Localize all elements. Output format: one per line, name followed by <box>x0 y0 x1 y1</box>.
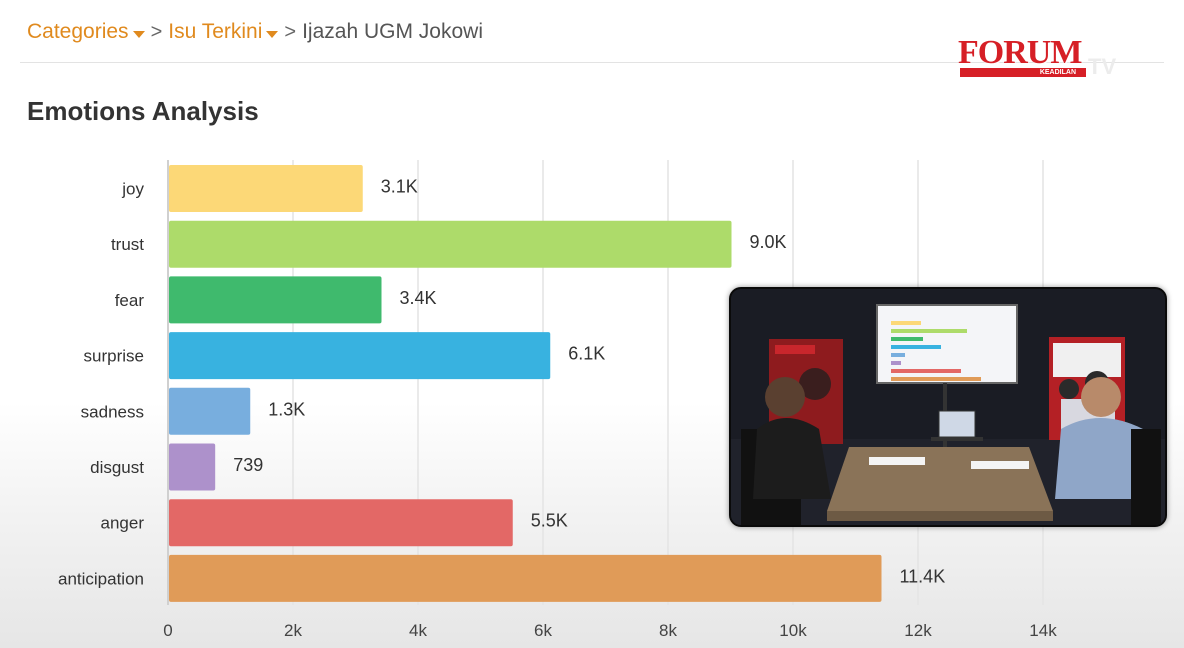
caret-down-icon <box>132 31 145 38</box>
logo-text: FORUM <box>958 34 1082 71</box>
x-tick-label: 6k <box>534 621 552 640</box>
video-feed-icon <box>731 289 1165 525</box>
x-tick-labels: 0 2k 4k 6k 8k 10k 12k 14k <box>163 621 1057 640</box>
bar-trust[interactable] <box>169 220 732 268</box>
bar-fear[interactable] <box>169 276 382 324</box>
bar-surprise[interactable] <box>169 332 551 380</box>
bar-sadness[interactable] <box>169 387 251 435</box>
chart-bars <box>169 165 882 602</box>
x-tick-label: 0 <box>163 621 172 640</box>
category-label-sadness: sadness <box>81 402 144 421</box>
x-tick-label: 2k <box>284 621 302 640</box>
x-tick-label: 14k <box>1029 621 1057 640</box>
breadcrumb-isu-terkini[interactable]: Isu Terkini <box>168 20 279 44</box>
category-label-disgust: disgust <box>90 458 144 477</box>
category-label-trust: trust <box>111 235 144 254</box>
value-label-anger: 5.5K <box>531 511 568 531</box>
value-label-sadness: 1.3K <box>268 399 305 419</box>
category-label-joy: joy <box>121 180 144 199</box>
value-label-joy: 3.1K <box>381 177 418 197</box>
value-label-trust: 9.0K <box>750 232 787 252</box>
bar-joy[interactable] <box>169 165 363 212</box>
category-labels: joy trust fear surprise sadness disgust anger a… <box>58 180 145 589</box>
value-label-surprise: 6.1K <box>568 344 605 364</box>
value-label-fear: 3.4K <box>400 288 437 308</box>
x-tick-label: 4k <box>409 621 427 640</box>
value-label-anticipation: 11.4K <box>900 566 946 586</box>
breadcrumb-separator: > <box>284 20 297 43</box>
category-label-anger: anger <box>101 514 145 533</box>
category-label-anticipation: anticipation <box>58 569 144 588</box>
value-label-disgust: 739 <box>233 455 263 475</box>
breadcrumb-categories[interactable]: Categories <box>27 20 145 44</box>
breadcrumb-current: Ijazah UGM Jokowi <box>302 20 483 43</box>
bar-anger[interactable] <box>169 499 513 547</box>
breadcrumb: Categories > Isu Terkini > Ijazah UGM Jo… <box>27 18 483 46</box>
value-labels: 3.1K 9.0K 3.4K 6.1K 1.3K 739 5.5K 11.4K <box>233 177 945 587</box>
category-label-surprise: surprise <box>84 347 144 366</box>
x-tick-label: 10k <box>779 621 807 640</box>
header-divider <box>20 62 1164 63</box>
x-tick-label: 8k <box>659 621 677 640</box>
page-title: Emotions Analysis <box>27 96 259 126</box>
breadcrumb-separator: > <box>150 20 163 43</box>
breadcrumb-categories-label: Categories <box>27 20 129 43</box>
video-feed-inset <box>729 287 1167 527</box>
caret-down-icon <box>266 31 279 38</box>
x-tick-label: 12k <box>904 621 932 640</box>
logo-suffix: TV <box>1088 54 1117 79</box>
bar-anticipation[interactable] <box>169 554 882 602</box>
breadcrumb-isu-terkini-label: Isu Terkini <box>168 20 263 43</box>
bar-disgust[interactable] <box>169 443 216 491</box>
forum-keadilan-logo: FORUM KEADILAN TV <box>958 34 1128 84</box>
category-label-fear: fear <box>115 291 145 310</box>
logo-subtext: KEADILAN <box>960 68 1086 77</box>
